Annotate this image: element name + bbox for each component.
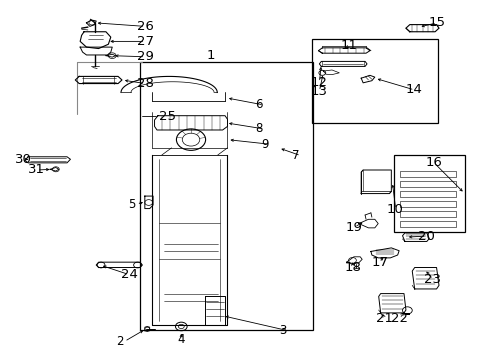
Text: 24: 24 — [120, 268, 137, 281]
Text: 1: 1 — [206, 49, 214, 62]
Text: 17: 17 — [370, 256, 387, 269]
Text: 14: 14 — [405, 84, 422, 96]
Text: 10: 10 — [386, 203, 403, 216]
Text: 7: 7 — [291, 149, 299, 162]
Text: 20: 20 — [417, 230, 434, 243]
Bar — [311, 39, 437, 123]
Text: 21: 21 — [375, 312, 392, 325]
Text: 30: 30 — [15, 153, 32, 166]
Text: 19: 19 — [345, 221, 362, 234]
Text: 25: 25 — [159, 110, 176, 123]
Text: 15: 15 — [427, 16, 445, 29]
Text: 18: 18 — [344, 261, 361, 274]
Text: 22: 22 — [390, 312, 407, 325]
Bar — [393, 155, 464, 232]
Text: 23: 23 — [424, 273, 441, 286]
Text: 27: 27 — [136, 35, 153, 48]
Text: 12: 12 — [310, 76, 327, 89]
Text: 5: 5 — [127, 198, 135, 211]
Bar — [399, 181, 455, 187]
Text: 13: 13 — [310, 85, 327, 98]
Text: 4: 4 — [177, 333, 184, 346]
Bar — [399, 201, 455, 207]
Text: 6: 6 — [255, 99, 262, 112]
Bar — [140, 62, 312, 330]
Bar — [399, 211, 455, 217]
Text: 11: 11 — [340, 39, 357, 52]
Text: 9: 9 — [261, 138, 268, 151]
Bar — [399, 221, 455, 227]
Bar — [399, 171, 455, 177]
Text: 31: 31 — [28, 163, 45, 176]
Text: 28: 28 — [136, 77, 153, 90]
Text: 26: 26 — [136, 20, 153, 33]
Text: 3: 3 — [279, 324, 286, 337]
Bar — [399, 191, 455, 197]
Text: 16: 16 — [425, 156, 441, 169]
Text: 2: 2 — [116, 335, 123, 348]
Text: 29: 29 — [136, 50, 153, 63]
Text: 8: 8 — [255, 122, 262, 135]
